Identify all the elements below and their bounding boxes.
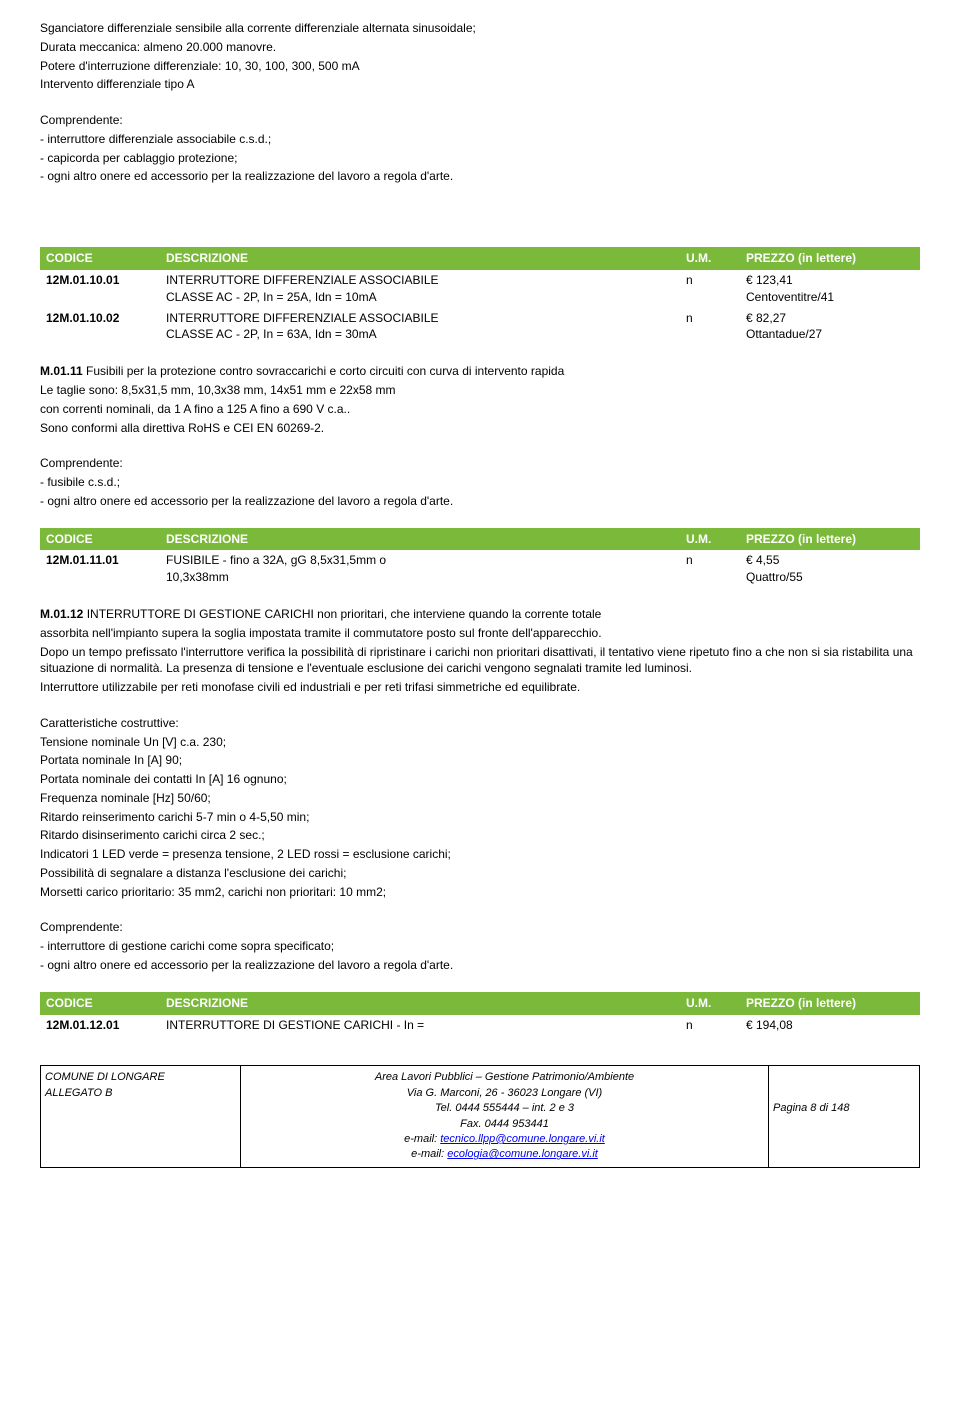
section3-c8: Possibilità di segnalare a distanza l'es… [40, 865, 920, 882]
section3-title: M.01.12 INTERRUTTORE DI GESTIONE CARICHI… [40, 606, 920, 623]
section3-c4: Frequenza nominale [Hz] 50/60; [40, 790, 920, 807]
th-code: CODICE [40, 528, 160, 551]
th-desc: DESCRIZIONE [160, 528, 680, 551]
table-row: 12M.01.12.01 INTERRUTTORE DI GESTIONE CA… [40, 1015, 920, 1036]
intro-comp-title: Comprendente: [40, 112, 920, 129]
th-desc: DESCRIZIONE [160, 992, 680, 1015]
footer-email2: e-mail: ecologia@comune.longare.vi.it [245, 1147, 764, 1162]
intro-comp1: - interruttore differenziale associabile… [40, 131, 920, 148]
intro-comp2: - capicorda per cablaggio protezione; [40, 150, 920, 167]
email-link-1[interactable]: tecnico.llpp@comune.longare.vi.it [440, 1133, 605, 1145]
price-table-1: CODICE DESCRIZIONE U.M. PREZZO (in lette… [40, 247, 920, 345]
row-um: n [680, 270, 740, 308]
row-desc: INTERRUTTORE DI GESTIONE CARICHI - In = [160, 1015, 680, 1036]
section3-c9: Morsetti carico prioritario: 35 mm2, car… [40, 884, 920, 901]
price-table-2: CODICE DESCRIZIONE U.M. PREZZO (in lette… [40, 528, 920, 588]
table-row: 12M.01.11.01 FUSIBILE - fino a 32A, gG 8… [40, 550, 920, 588]
section2-p2: con correnti nominali, da 1 A fino a 125… [40, 401, 920, 418]
section3-c7: Indicatori 1 LED verde = presenza tensio… [40, 846, 920, 863]
row-code: 12M.01.10.02 [40, 308, 160, 346]
th-code: CODICE [40, 992, 160, 1015]
th-code: CODICE [40, 247, 160, 270]
section3-comp-title: Comprendente: [40, 919, 920, 936]
intro-p1: Sganciatore differenziale sensibile alla… [40, 20, 920, 37]
footer-left: COMUNE DI LONGARE ALLEGATO B [41, 1066, 241, 1166]
section3-comp1: - interruttore di gestione carichi come … [40, 938, 920, 955]
row-code: 12M.01.10.01 [40, 270, 160, 308]
th-um: U.M. [680, 247, 740, 270]
footer-right: Pagina 8 di 148 [769, 1066, 919, 1166]
intro-section: Sganciatore differenziale sensibile alla… [40, 20, 920, 185]
th-um: U.M. [680, 528, 740, 551]
section3-c6: Ritardo disinserimento carichi circa 2 s… [40, 827, 920, 844]
section-3: M.01.12 INTERRUTTORE DI GESTIONE CARICHI… [40, 606, 920, 974]
footer-area: Area Lavori Pubblici – Gestione Patrimon… [245, 1070, 764, 1085]
price-table-3: CODICE DESCRIZIONE U.M. PREZZO (in lette… [40, 992, 920, 1036]
footer-addr: Via G. Marconi, 26 - 36023 Longare (VI) [245, 1086, 764, 1101]
row-code: 12M.01.12.01 [40, 1015, 160, 1036]
th-price: PREZZO (in lettere) [740, 528, 920, 551]
th-price: PREZZO (in lettere) [740, 992, 920, 1015]
footer-email1: e-mail: tecnico.llpp@comune.longare.vi.i… [245, 1132, 764, 1147]
row-desc: INTERRUTTORE DIFFERENZIALE ASSOCIABILE C… [160, 270, 680, 308]
section2-comp2: - ogni altro onere ed accessorio per la … [40, 493, 920, 510]
row-um: n [680, 550, 740, 588]
row-price: € 4,55 Quattro/55 [740, 550, 920, 588]
row-price: € 194,08 [740, 1015, 920, 1036]
table-header-row: CODICE DESCRIZIONE U.M. PREZZO (in lette… [40, 528, 920, 551]
intro-comp3: - ogni altro onere ed accessorio per la … [40, 168, 920, 185]
footer-comune: COMUNE DI LONGARE [45, 1070, 236, 1085]
th-price: PREZZO (in lettere) [740, 247, 920, 270]
row-code: 12M.01.11.01 [40, 550, 160, 588]
table-row: 12M.01.10.01 INTERRUTTORE DIFFERENZIALE … [40, 270, 920, 308]
row-desc: INTERRUTTORE DIFFERENZIALE ASSOCIABILE C… [160, 308, 680, 346]
intro-p4: Intervento differenziale tipo A [40, 76, 920, 93]
section3-c5: Ritardo reinserimento carichi 5-7 min o … [40, 809, 920, 826]
section2-comp-title: Comprendente: [40, 455, 920, 472]
footer-tel: Tel. 0444 555444 – int. 2 e 3 [245, 1101, 764, 1116]
email-link-2[interactable]: ecologia@comune.longare.vi.it [447, 1148, 598, 1160]
footer-allegato: ALLEGATO B [45, 1086, 236, 1101]
page-number: Pagina 8 di 148 [773, 1101, 915, 1116]
section3-c1: Tensione nominale Un [V] c.a. 230; [40, 734, 920, 751]
row-desc: FUSIBILE - fino a 32A, gG 8,5x31,5mm o 1… [160, 550, 680, 588]
section3-p1: assorbita nell'impianto supera la soglia… [40, 625, 920, 642]
intro-p2: Durata meccanica: almeno 20.000 manovre. [40, 39, 920, 56]
section-2: M.01.11 Fusibili per la protezione contr… [40, 363, 920, 509]
section2-comp1: - fusibile c.s.d.; [40, 474, 920, 491]
row-um: n [680, 1015, 740, 1036]
section2-p1: Le taglie sono: 8,5x31,5 mm, 10,3x38 mm,… [40, 382, 920, 399]
section3-c3: Portata nominale dei contatti In [A] 16 … [40, 771, 920, 788]
section3-comp2: - ogni altro onere ed accessorio per la … [40, 957, 920, 974]
footer-center: Area Lavori Pubblici – Gestione Patrimon… [241, 1066, 769, 1166]
th-um: U.M. [680, 992, 740, 1015]
table-header-row: CODICE DESCRIZIONE U.M. PREZZO (in lette… [40, 992, 920, 1015]
section3-char-title: Caratteristiche costruttive: [40, 715, 920, 732]
section3-p2: Dopo un tempo prefissato l'interruttore … [40, 644, 920, 678]
row-price: € 123,41 Centoventitre/41 [740, 270, 920, 308]
section2-title: M.01.11 Fusibili per la protezione contr… [40, 363, 920, 380]
section2-p3: Sono conformi alla direttiva RoHS e CEI … [40, 420, 920, 437]
footer-fax: Fax. 0444 953441 [245, 1117, 764, 1132]
section3-p3: Interruttore utilizzabile per reti monof… [40, 679, 920, 696]
intro-p3: Potere d'interruzione differenziale: 10,… [40, 58, 920, 75]
page-footer: COMUNE DI LONGARE ALLEGATO B Area Lavori… [40, 1065, 920, 1167]
table-row: 12M.01.10.02 INTERRUTTORE DIFFERENZIALE … [40, 308, 920, 346]
section3-c2: Portata nominale In [A] 90; [40, 752, 920, 769]
table-header-row: CODICE DESCRIZIONE U.M. PREZZO (in lette… [40, 247, 920, 270]
row-price: € 82,27 Ottantadue/27 [740, 308, 920, 346]
row-um: n [680, 308, 740, 346]
th-desc: DESCRIZIONE [160, 247, 680, 270]
